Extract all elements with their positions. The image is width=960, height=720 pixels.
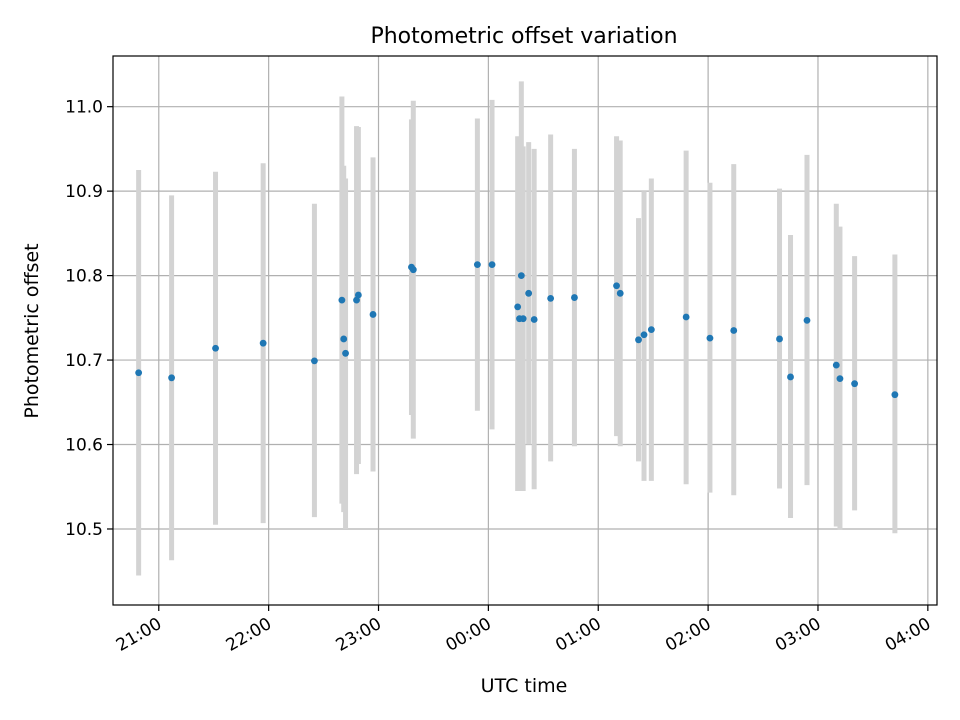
y-tick-label: 10.7 — [65, 351, 103, 371]
y-axis-label: Photometric offset — [21, 243, 43, 418]
chart-title: Photometric offset variation — [370, 24, 677, 49]
data-point — [338, 296, 346, 304]
data-point — [517, 272, 525, 279]
data-point — [519, 315, 527, 323]
data-point — [354, 291, 362, 299]
data-point — [891, 391, 899, 399]
data-point — [525, 289, 533, 297]
data-point — [547, 295, 555, 302]
data-point — [473, 261, 481, 269]
y-tick-label: 10.9 — [65, 182, 103, 202]
data-point — [409, 266, 417, 274]
data-points — [135, 261, 899, 399]
y-tick-label: 10.6 — [65, 436, 103, 456]
data-point — [776, 335, 783, 343]
data-point — [635, 336, 642, 344]
y-tick-label: 11.0 — [65, 98, 103, 118]
data-point — [340, 335, 348, 343]
data-point — [311, 357, 318, 365]
data-point — [851, 380, 858, 388]
plot-frame — [112, 55, 938, 606]
data-point — [787, 373, 794, 381]
data-point — [803, 316, 811, 324]
data-point — [168, 374, 175, 382]
data-point — [832, 361, 840, 369]
y-axis-ticks: 10.5 10.6 10.7 10.8 10.9 11.0 — [65, 98, 113, 540]
x-axis-label: UTC time — [481, 675, 568, 697]
data-point — [212, 344, 219, 352]
data-point — [530, 316, 538, 323]
y-tick-label: 10.5 — [65, 520, 103, 540]
data-point — [369, 311, 377, 318]
data-point — [616, 289, 624, 297]
data-point — [682, 313, 690, 321]
data-point — [571, 294, 578, 301]
y-tick-label: 10.8 — [65, 267, 103, 287]
data-point — [514, 303, 522, 311]
data-point — [259, 339, 267, 347]
data-point — [836, 375, 844, 383]
data-point — [488, 261, 496, 269]
data-point — [640, 331, 648, 339]
data-point — [135, 369, 143, 377]
data-point — [342, 349, 349, 357]
data-point — [647, 326, 655, 334]
data-point — [730, 327, 738, 334]
data-point — [613, 282, 620, 290]
data-point — [706, 334, 714, 342]
